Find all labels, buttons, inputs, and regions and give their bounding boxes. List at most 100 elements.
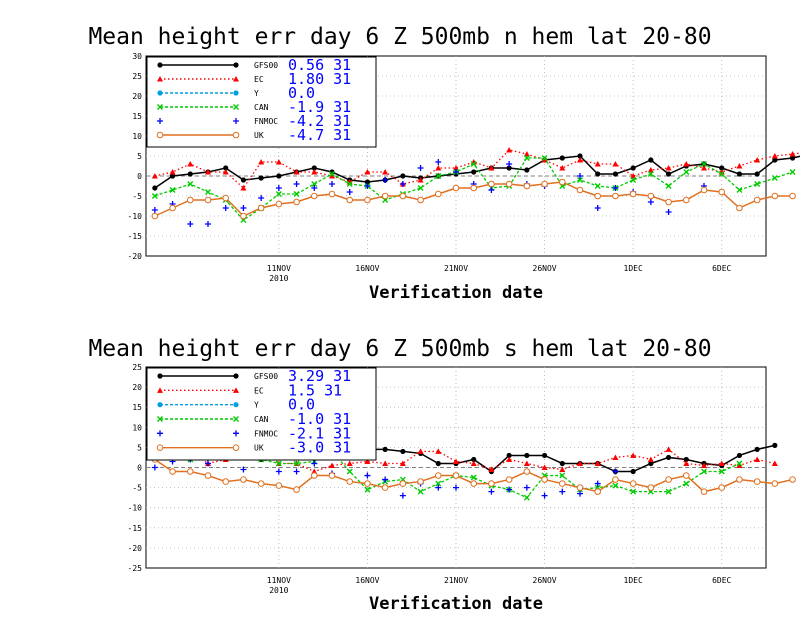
data-point <box>240 205 247 211</box>
data-point <box>718 188 726 196</box>
data-point <box>523 484 530 491</box>
data-point <box>718 468 725 475</box>
data-point <box>382 446 388 453</box>
data-point <box>169 173 176 179</box>
data-point <box>470 460 477 466</box>
data-point <box>311 460 318 467</box>
y-tick-label: -5 <box>132 192 142 201</box>
data-point <box>683 456 689 463</box>
data-point <box>488 480 495 487</box>
data-point <box>488 488 495 495</box>
legend-series-value: -1.9 31 <box>288 98 351 116</box>
data-point <box>187 221 194 227</box>
series-line <box>154 444 776 473</box>
legend-marker <box>233 387 239 393</box>
series-ec <box>151 147 800 191</box>
data-point <box>523 151 530 157</box>
data-point <box>647 167 654 173</box>
data-point <box>576 484 584 491</box>
y-tick-label: 10 <box>132 423 142 432</box>
legend-marker <box>156 444 164 451</box>
data-point <box>310 192 318 200</box>
data-point <box>594 460 601 466</box>
data-point <box>275 200 283 208</box>
y-tick-label: 20 <box>132 383 142 392</box>
legend-marker <box>233 90 239 96</box>
data-point <box>470 480 478 487</box>
legend-marker <box>232 444 240 451</box>
data-point <box>453 165 459 171</box>
data-point <box>328 190 336 198</box>
data-point <box>612 171 619 177</box>
data-point <box>311 169 318 175</box>
data-point <box>648 460 654 467</box>
data-point <box>754 181 761 187</box>
legend-marker <box>233 76 239 82</box>
data-point <box>488 165 495 171</box>
data-point <box>612 482 619 489</box>
data-point <box>612 192 619 200</box>
data-point <box>754 446 760 453</box>
data-point <box>204 196 212 204</box>
data-point <box>594 183 601 189</box>
data-point <box>381 192 389 200</box>
legend-series-name: CAN <box>254 415 269 424</box>
data-point <box>541 180 548 188</box>
series-line <box>154 155 800 189</box>
data-point <box>665 209 672 215</box>
data-point <box>435 165 442 171</box>
data-point <box>311 185 318 191</box>
legend-series-value: -2.1 31 <box>288 424 351 442</box>
y-tick-label: 5 <box>137 443 142 452</box>
data-point <box>630 452 637 458</box>
data-point <box>541 155 548 161</box>
data-point <box>647 484 655 491</box>
data-point <box>293 468 300 475</box>
data-point <box>222 169 229 175</box>
data-point <box>364 480 371 487</box>
data-point <box>577 460 583 466</box>
data-point <box>753 196 761 204</box>
data-point <box>453 169 459 175</box>
data-point <box>275 185 282 191</box>
legend-series-value: 0.0 <box>288 396 315 414</box>
y-tick-label: -25 <box>128 564 143 573</box>
data-point <box>257 480 265 487</box>
x-tick-sublabel: 2010 <box>269 274 288 283</box>
data-point <box>329 173 335 179</box>
data-point <box>736 452 743 459</box>
y-tick-label: 0 <box>137 172 142 181</box>
data-point <box>399 480 407 487</box>
data-point <box>399 460 406 466</box>
legend-series-name: FNMOC <box>254 429 278 438</box>
data-point <box>205 460 211 467</box>
y-tick-label: 30 <box>132 52 142 61</box>
data-point <box>559 460 565 467</box>
legend-marker <box>157 76 163 82</box>
x-tick-label: 11NOV <box>267 576 291 585</box>
legend-marker <box>233 118 239 124</box>
legend-marker <box>157 373 163 379</box>
legend-series-name: UK <box>254 444 264 453</box>
data-point <box>293 460 300 467</box>
data-point <box>240 476 247 483</box>
data-point <box>647 171 654 177</box>
data-point <box>222 205 229 211</box>
data-point <box>594 480 601 487</box>
data-point <box>275 191 282 197</box>
data-point <box>576 186 584 194</box>
legend-marker <box>157 118 163 124</box>
data-point <box>541 452 548 459</box>
data-point <box>789 155 796 161</box>
data-point <box>364 196 371 204</box>
legend-marker <box>157 90 163 96</box>
data-point <box>151 193 158 199</box>
legend-marker <box>156 131 164 139</box>
data-point <box>470 161 477 167</box>
data-point <box>701 462 707 468</box>
series-uk <box>151 456 796 495</box>
legend-marker <box>233 373 239 379</box>
legend-marker <box>233 402 239 408</box>
data-point <box>541 464 548 470</box>
legend-series-value: 1.5 31 <box>288 381 342 399</box>
